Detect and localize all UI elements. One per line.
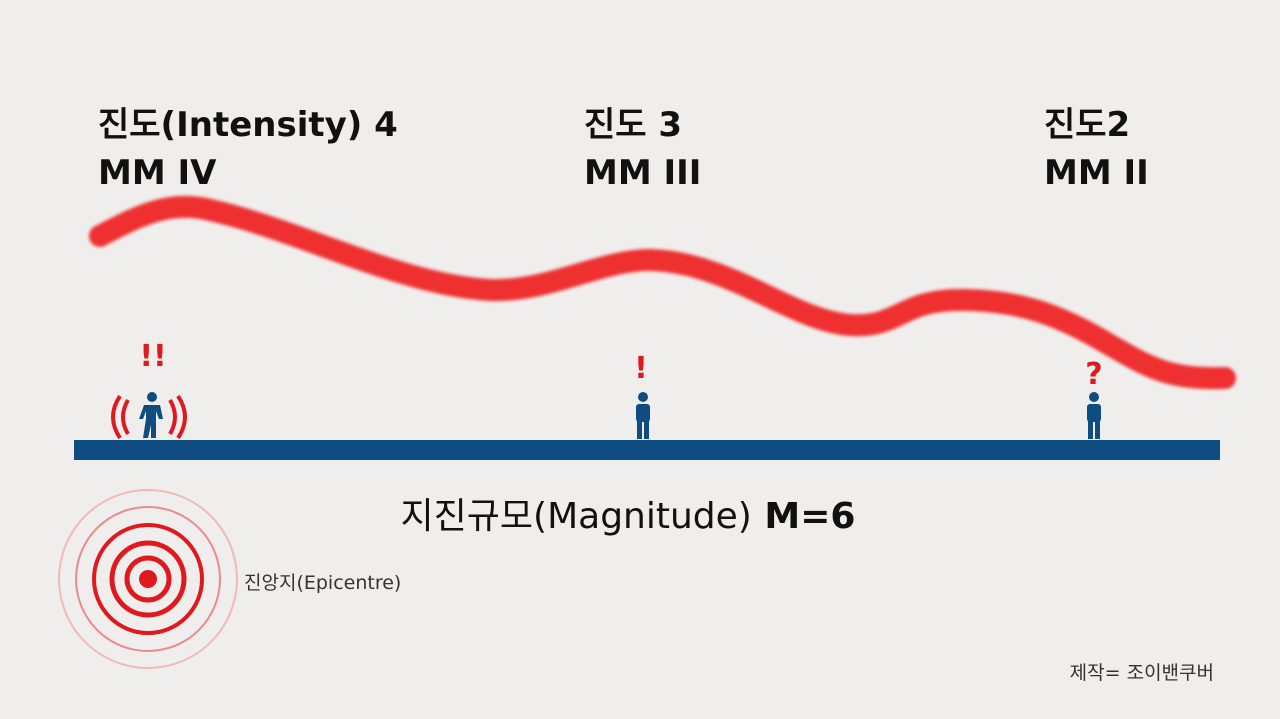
mm-scale-label: MM IV bbox=[98, 153, 217, 193]
ground-bar bbox=[74, 440, 1220, 460]
epicentre-label: 진앙지(Epicentre) bbox=[244, 572, 401, 594]
intensity-label: 진도(Intensity) 4 bbox=[98, 105, 398, 145]
person-icon bbox=[1087, 392, 1101, 439]
reaction-mark: ! bbox=[634, 351, 648, 386]
mm-scale-label: MM II bbox=[1044, 153, 1149, 193]
person-icon bbox=[139, 392, 163, 438]
magnitude-label: 지진규모(Magnitude) bbox=[401, 496, 752, 537]
magnitude-caption: 지진규모(Magnitude) M=6 bbox=[401, 496, 856, 537]
intensity-label: 진도2 bbox=[1044, 105, 1130, 145]
seismic-wave bbox=[89, 195, 1236, 390]
person-icon bbox=[636, 392, 650, 439]
credit: 제작= 조이밴쿠버 bbox=[1070, 662, 1214, 684]
shaking-waves bbox=[111, 394, 187, 440]
reaction-mark: ? bbox=[1085, 357, 1102, 392]
intensity-label: 진도 3 bbox=[584, 105, 682, 145]
magnitude-value: M=6 bbox=[764, 496, 855, 537]
epicentre-icon bbox=[58, 489, 238, 669]
mm-scale-label: MM III bbox=[584, 153, 701, 193]
reaction-mark: !! bbox=[139, 339, 166, 374]
